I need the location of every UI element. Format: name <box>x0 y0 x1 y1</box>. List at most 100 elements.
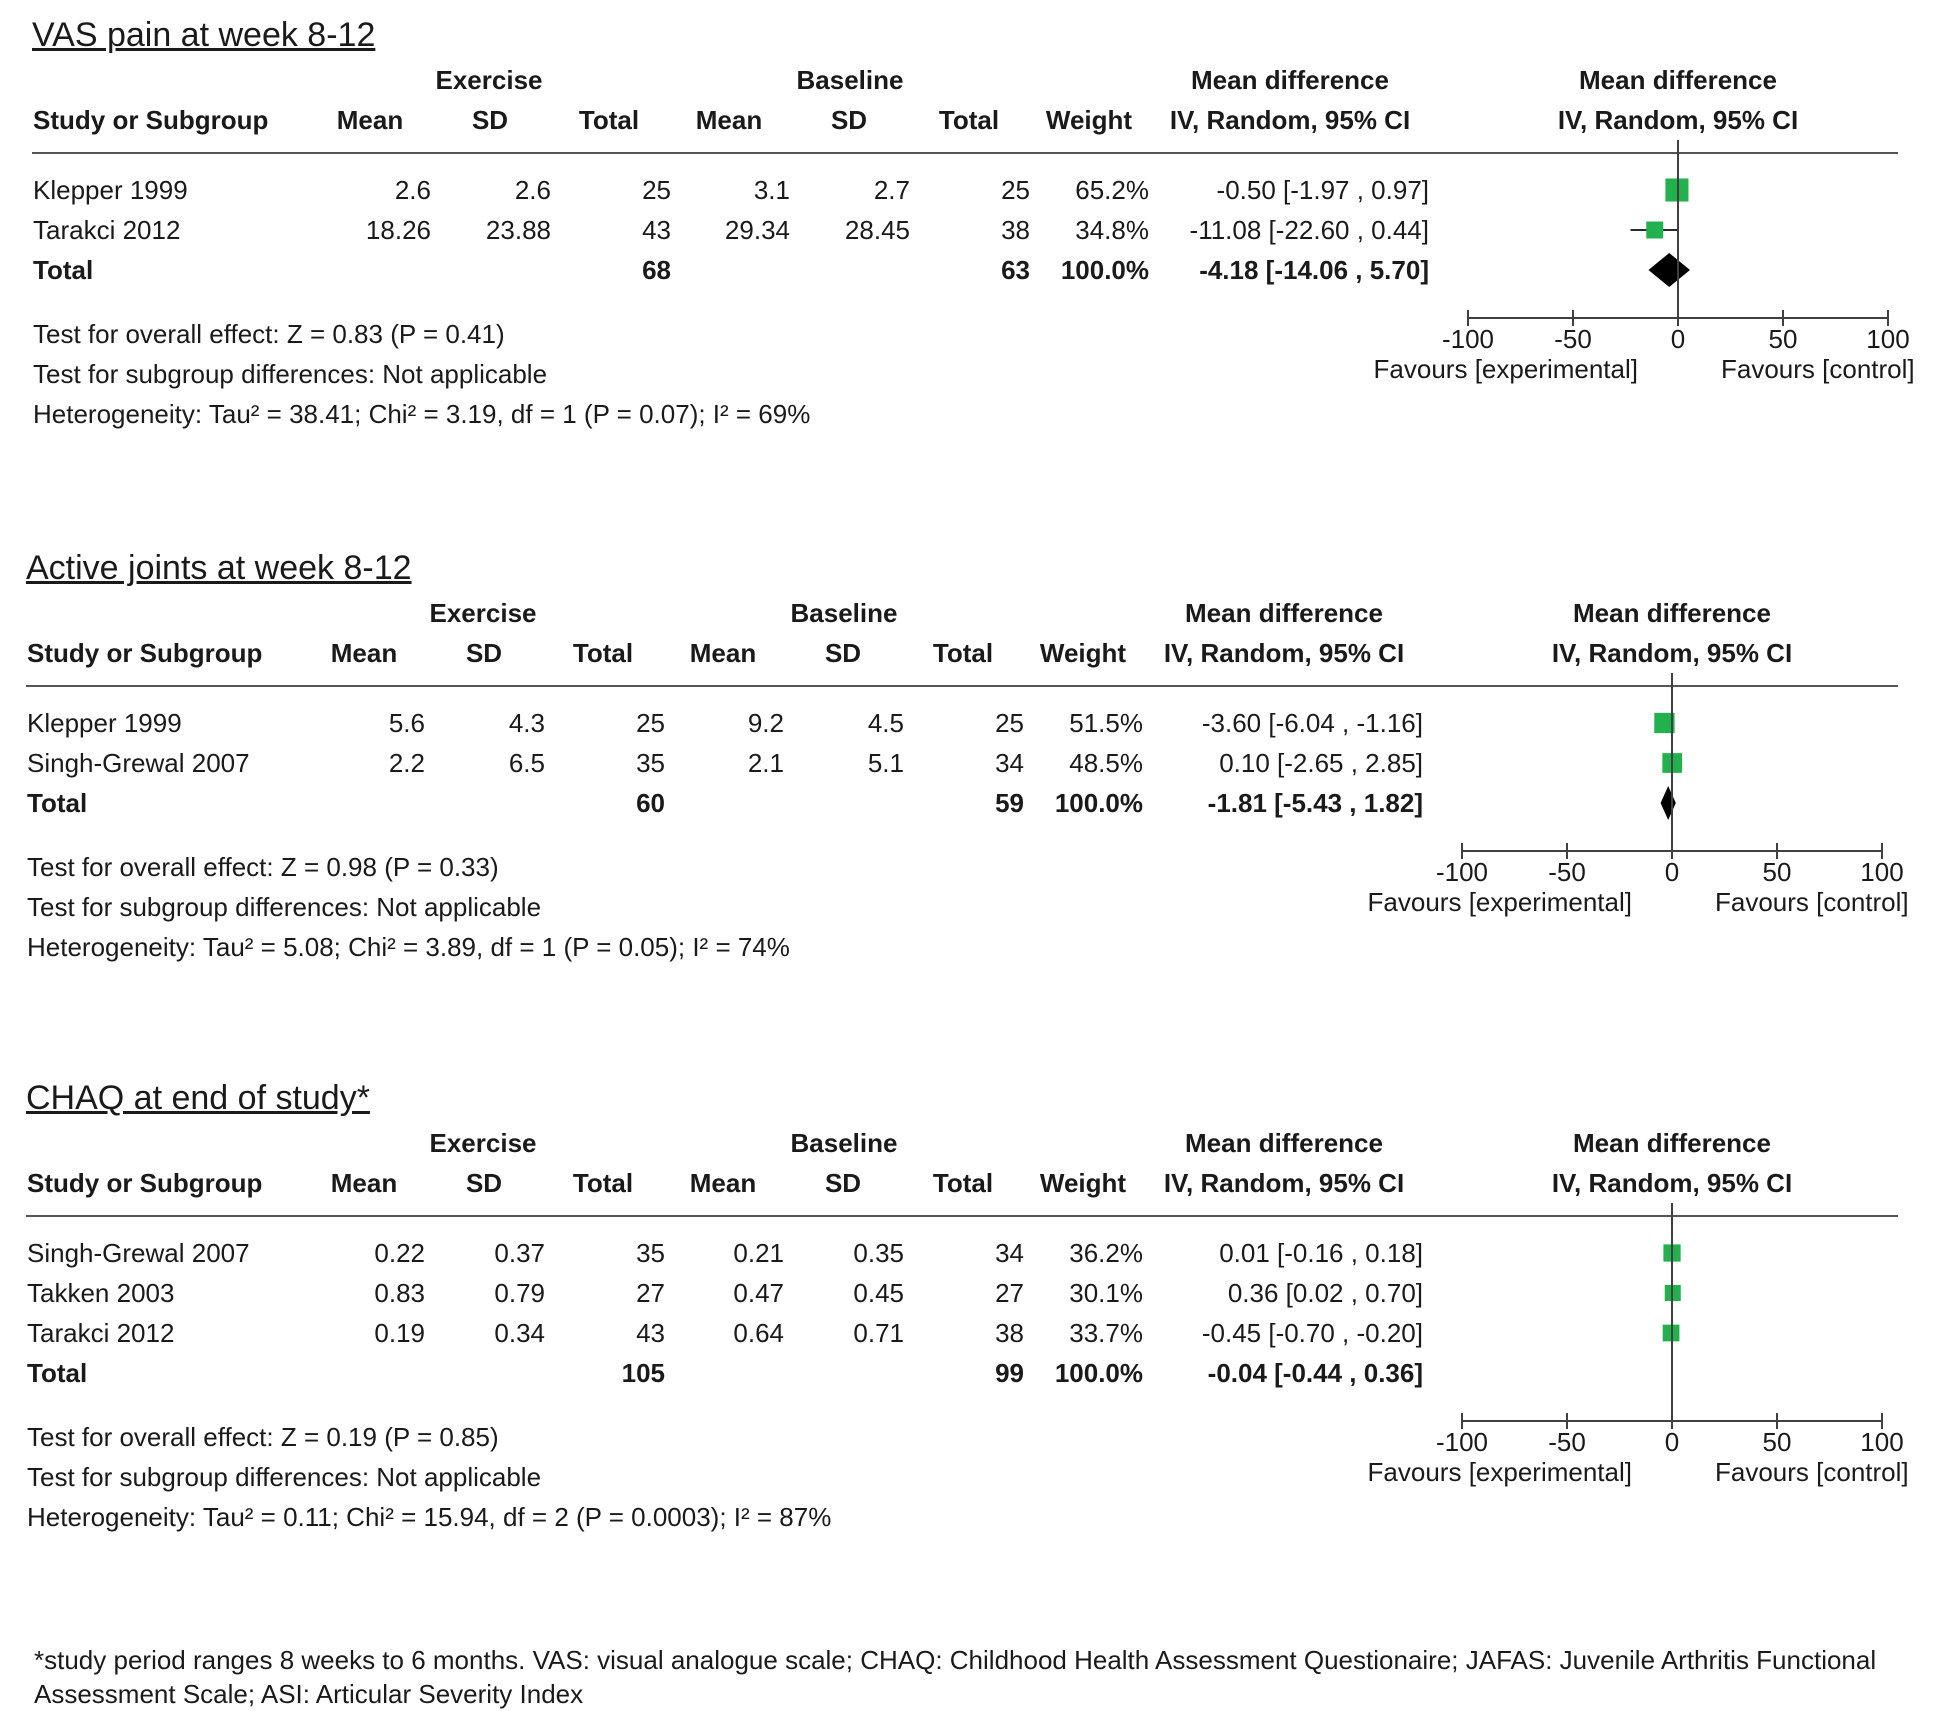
study-ci: -0.50 [-1.97 , 0.97] <box>1216 175 1429 205</box>
mean-column-header: Mean <box>330 1168 398 1198</box>
sd-column-header: SD <box>824 1168 862 1198</box>
baseline-sd: 5.1 <box>867 748 904 778</box>
sd-column-header: SD <box>465 1168 503 1198</box>
method-column-header: IV, Random, 95% CI <box>1169 105 1411 135</box>
x-tick-label: -50 <box>1548 1427 1586 1457</box>
study-column-header: Study or Subgroup <box>33 105 269 135</box>
group1-header: Exercise <box>435 65 543 95</box>
study-name: Singh-Grewal 2007 <box>27 1238 250 1268</box>
exercise-mean: 2.6 <box>394 175 431 205</box>
test-statistic: Test for overall effect: Z = 0.98 (P = 0… <box>27 852 499 882</box>
forest-panel: Active joints at week 8-12 Exercise Baseli… <box>0 548 1950 1078</box>
baseline-sd: 0.35 <box>853 1238 904 1268</box>
total-weight: 100.0% <box>1054 1358 1143 1388</box>
method-column-header: IV, Random, 95% CI <box>1163 638 1405 668</box>
test-statistic: Heterogeneity: Tau² = 38.41; Chi² = 3.19… <box>33 399 811 429</box>
baseline-sd: 4.5 <box>867 708 904 738</box>
forest-panel: CHAQ at end of study* Exercise Baseline Mea… <box>0 1078 1950 1608</box>
study-weight: 65.2% <box>1075 175 1149 205</box>
exercise-total: 25 <box>642 175 671 205</box>
study-name: Tarakci 2012 <box>27 1318 175 1348</box>
study-marker <box>1665 178 1689 202</box>
exercise-mean: 0.83 <box>374 1278 425 1308</box>
study-weight: 48.5% <box>1069 748 1143 778</box>
baseline-total: 38 <box>1001 215 1030 245</box>
total-label: Total <box>33 255 94 285</box>
sd-column-header: SD <box>830 105 868 135</box>
exercise-mean: 2.2 <box>388 748 425 778</box>
total-ci: -0.04 [-0.44 , 0.36] <box>1207 1358 1423 1388</box>
x-tick-label: 100 <box>1866 324 1910 354</box>
test-statistic: Test for overall effect: Z = 0.83 (P = 0… <box>33 319 505 349</box>
test-statistic: Test for subgroup differences: Not appli… <box>33 359 548 389</box>
weight-column-header: Weight <box>1039 1168 1127 1198</box>
exercise-total: 35 <box>636 1238 665 1268</box>
effect-header-left: Mean difference <box>1185 1128 1383 1158</box>
baseline-mean: 2.1 <box>747 748 784 778</box>
baseline-total: 38 <box>995 1318 1024 1348</box>
exercise-mean: 5.6 <box>388 708 425 738</box>
baseline-total: 25 <box>1001 175 1030 205</box>
footnote: *study period ranges 8 weeks to 6 months… <box>34 1645 1877 1709</box>
effect-header-right: Mean difference <box>1579 65 1777 95</box>
weight-column-header: Weight <box>1039 638 1127 668</box>
baseline-mean: 9.2 <box>747 708 784 738</box>
baseline-total: 27 <box>995 1278 1024 1308</box>
forest-plot-area <box>1461 673 1883 859</box>
baseline-mean: 0.47 <box>733 1278 784 1308</box>
baseline-mean: 29.34 <box>724 215 790 245</box>
x-tick-label: 0 <box>1670 324 1686 354</box>
weight-column-header: Weight <box>1045 105 1133 135</box>
effect-header-right: Mean difference <box>1573 1128 1771 1158</box>
baseline-sd: 28.45 <box>844 215 910 245</box>
forest-plot-area <box>1467 140 1889 326</box>
test-statistic: Test for overall effect: Z = 0.19 (P = 0… <box>27 1422 499 1452</box>
favours-left-label: Favours [experimental] <box>1367 887 1632 917</box>
x-tick-label: 50 <box>1768 324 1798 354</box>
total-diamond <box>1648 253 1690 287</box>
test-statistic: Heterogeneity: Tau² = 5.08; Chi² = 3.89,… <box>27 932 790 962</box>
total-weight: 100.0% <box>1054 788 1143 818</box>
favours-left-label: Favours [experimental] <box>1367 1457 1632 1487</box>
study-weight: 36.2% <box>1069 1238 1143 1268</box>
exercise-sd: 0.79 <box>494 1278 545 1308</box>
baseline-total: 34 <box>995 1238 1024 1268</box>
forest-plot-area <box>1461 1203 1883 1429</box>
x-tick-label: -100 <box>1435 1427 1489 1457</box>
sd-column-header: SD <box>471 105 509 135</box>
mean-column-header: Mean <box>695 105 763 135</box>
mean-column-header: Mean <box>336 105 404 135</box>
study-column-header: Study or Subgroup <box>27 1168 263 1198</box>
exercise-sd: 6.5 <box>508 748 545 778</box>
panel-title: CHAQ at end of study* <box>26 1079 370 1117</box>
study-name: Singh-Grewal 2007 <box>27 748 250 778</box>
study-name: Tarakci 2012 <box>33 215 181 245</box>
baseline-mean: 0.64 <box>733 1318 784 1348</box>
study-weight: 51.5% <box>1069 708 1143 738</box>
group1-header: Exercise <box>429 1128 537 1158</box>
x-tick-label: 100 <box>1860 1427 1904 1457</box>
effect-header-left: Mean difference <box>1185 598 1383 628</box>
study-weight: 33.7% <box>1069 1318 1143 1348</box>
mean-column-header: Mean <box>689 638 757 668</box>
baseline-sd: 0.45 <box>853 1278 904 1308</box>
total-weight: 100.0% <box>1060 255 1149 285</box>
study-marker <box>1654 712 1675 734</box>
group2-header: Baseline <box>790 1128 898 1158</box>
study-ci: -0.45 [-0.70 , -0.20] <box>1201 1318 1423 1348</box>
group1-header: Exercise <box>429 598 537 628</box>
study-ci: 0.01 [-0.16 , 0.18] <box>1219 1238 1423 1268</box>
favours-left-label: Favours [experimental] <box>1373 354 1638 384</box>
header-rule <box>26 685 1898 687</box>
study-weight: 30.1% <box>1069 1278 1143 1308</box>
exercise-sd: 0.37 <box>494 1238 545 1268</box>
exercise-total-n: 105 <box>621 1358 665 1388</box>
effect-header-right: Mean difference <box>1573 598 1771 628</box>
baseline-total-n: 63 <box>1001 255 1030 285</box>
x-tick-label: -50 <box>1554 324 1592 354</box>
method-column-header: IV, Random, 95% CI <box>1551 1168 1793 1198</box>
baseline-total: 25 <box>995 708 1024 738</box>
test-statistic: Heterogeneity: Tau² = 0.11; Chi² = 15.94… <box>27 1502 832 1532</box>
baseline-total-n: 59 <box>995 788 1024 818</box>
